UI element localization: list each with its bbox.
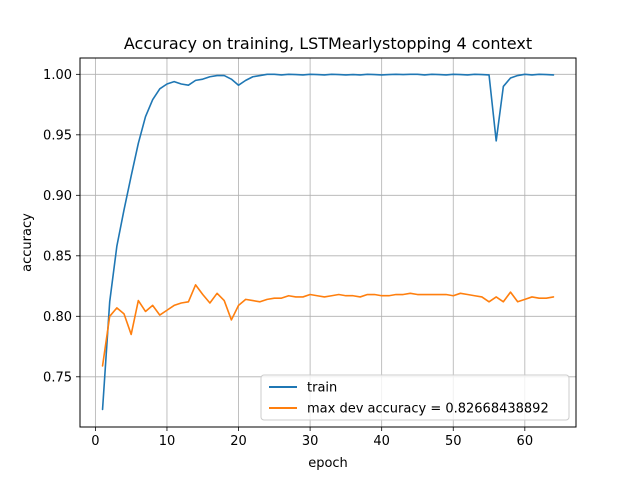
legend-box <box>260 374 570 421</box>
legend-label-max-dev-accuracy: max dev accuracy = 0.82668438892 <box>307 402 549 417</box>
y-tick-label: 0.75 <box>43 370 72 385</box>
legend: train max dev accuracy = 0.82668438892 <box>260 374 570 421</box>
x-tick-label: 10 <box>159 434 176 449</box>
x-tick-label: 40 <box>373 434 390 449</box>
legend-label-train: train <box>307 381 337 396</box>
y-tick-label: 0.80 <box>43 310 72 325</box>
y-tick-label: 0.85 <box>43 249 72 264</box>
tick-group: 0 10 20 30 40 50 60 0.75 0.80 0.85 0.90 0.95 1.00 <box>43 68 533 449</box>
y-axis-label: accuracy <box>20 213 35 272</box>
x-tick-label: 20 <box>230 434 247 449</box>
train-series-line <box>101 73 555 411</box>
series-group <box>101 73 555 411</box>
chart-title: Accuracy on training, LSTMearlystopping … <box>124 34 532 53</box>
x-tick-label: 30 <box>302 434 319 449</box>
y-tick-label: 1.00 <box>43 68 72 83</box>
x-tick-label: 0 <box>91 434 99 449</box>
x-tick-label: 50 <box>445 434 462 449</box>
x-tick-label: 60 <box>517 434 534 449</box>
axes-frame <box>79 57 577 428</box>
y-tick-label: 0.95 <box>43 128 72 143</box>
x-axis-label: epoch <box>308 456 348 471</box>
max-dev-accuracy-series-line <box>101 284 555 367</box>
y-tick-label: 0.90 <box>43 189 72 204</box>
grid-lines <box>80 58 576 427</box>
